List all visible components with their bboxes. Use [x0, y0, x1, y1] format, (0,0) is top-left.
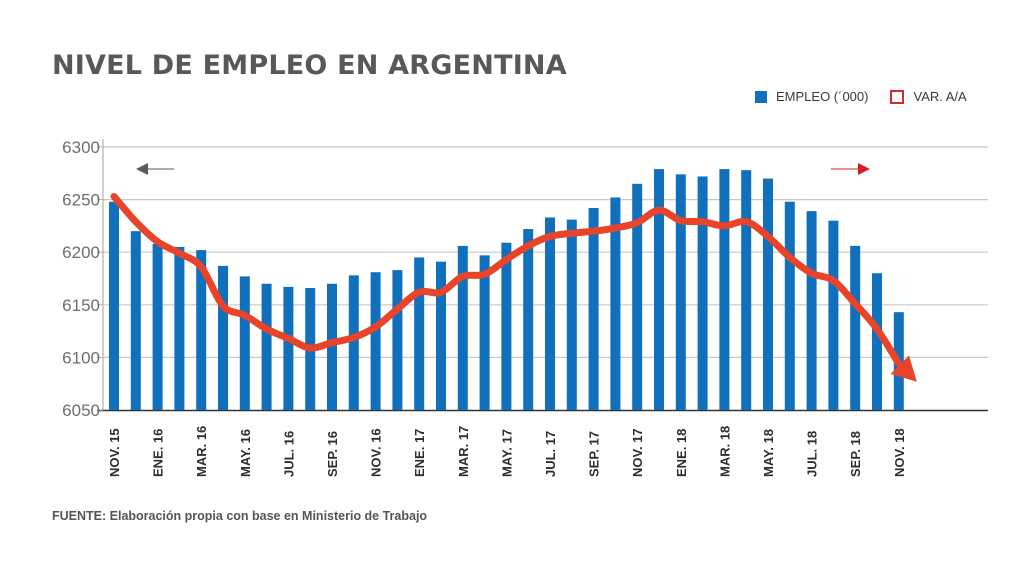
bar: [523, 229, 534, 410]
bar: [784, 201, 795, 410]
line-series: [110, 192, 917, 382]
bar: [719, 169, 730, 410]
var-aa-line: [110, 192, 909, 374]
bar: [828, 220, 839, 410]
bar: [763, 178, 773, 410]
bar: [610, 197, 621, 410]
line-arrowhead: [890, 355, 917, 382]
x-tick-label: ENE. 16: [151, 429, 166, 477]
bar: [348, 275, 359, 410]
bar: [501, 242, 512, 410]
bar: [327, 283, 337, 410]
legend-swatch-bar: [755, 90, 767, 103]
bar: [675, 174, 686, 410]
x-tick-label: MAY. 16: [238, 429, 253, 477]
y-tick-label: 6050: [62, 401, 100, 420]
x-axis-ticks: NOV. 15 ENE. 16 MAR. 16 MAY. 16 JUL. 16 SEP. …: [107, 426, 907, 477]
bar: [632, 183, 643, 410]
x-tick-label: MAY. 18: [761, 429, 776, 477]
bar: [741, 170, 752, 410]
x-tick-label: SEP. 17: [587, 431, 602, 477]
bar: [457, 245, 468, 410]
y-tick-label: 6250: [62, 191, 100, 210]
x-tick-label: ENE. 18: [674, 429, 689, 477]
x-tick-label: JUL. 17: [543, 431, 558, 477]
y-tick-label: 6200: [62, 243, 100, 262]
x-tick-label: SEP. 16: [325, 431, 340, 477]
bar: [588, 208, 599, 410]
y-tick-label: 6150: [62, 296, 100, 315]
bar: [109, 201, 119, 410]
chart-title: NIVEL DE EMPLEO EN ARGENTINA: [52, 50, 567, 81]
bar: [283, 286, 294, 410]
x-tick-label: JUL. 16: [281, 431, 296, 477]
bar: [152, 243, 163, 410]
bar: [850, 245, 861, 410]
bar: [436, 261, 446, 410]
legend-label-var: VAR. A/A: [913, 89, 967, 104]
bar: [174, 246, 185, 410]
x-tick-label: JUL. 18: [805, 431, 820, 477]
annotations: [136, 163, 870, 175]
y-axis-ticks: 6050 6100 6150 6200 6250 6300: [62, 138, 103, 420]
legend-item-empleo: EMPLEO (´000): [755, 89, 868, 104]
right-axis-arrow-icon: [831, 163, 870, 175]
source-note: FUENTE: Elaboración propia con base en M…: [52, 509, 428, 523]
x-tick-label: NOV. 16: [369, 428, 384, 477]
left-axis-arrow-icon: [136, 163, 174, 175]
bar: [545, 217, 555, 410]
x-tick-label: NOV. 18: [892, 428, 907, 477]
x-tick-label: NOV. 17: [630, 428, 645, 477]
bar: [130, 231, 141, 410]
bar: [566, 219, 577, 410]
bar: [370, 272, 381, 410]
x-tick-label: NOV. 15: [107, 428, 122, 477]
legend: EMPLEO (´000) VAR. A/A: [755, 89, 989, 104]
x-tick-label: MAY. 17: [499, 429, 514, 477]
bar: [218, 265, 228, 410]
x-tick-label: MAR. 17: [456, 426, 471, 477]
legend-item-var: VAR. A/A: [890, 89, 967, 104]
bar-series: [109, 169, 904, 410]
bar: [654, 169, 664, 410]
x-tick-label: ENE. 17: [412, 429, 427, 477]
bar: [697, 176, 708, 410]
bar: [872, 273, 882, 410]
bar: [392, 270, 403, 410]
bar: [261, 283, 272, 410]
legend-label-empleo: EMPLEO (´000): [776, 89, 869, 104]
bar: [239, 276, 250, 410]
y-tick-label: 6300: [62, 138, 100, 157]
bar: [414, 257, 425, 410]
x-tick-label: MAR. 16: [194, 426, 209, 477]
y-tick-label: 6100: [62, 348, 100, 367]
bar: [806, 211, 817, 410]
bar: [479, 255, 490, 410]
x-tick-label: MAR. 18: [717, 426, 732, 477]
x-tick-label: SEP. 18: [848, 431, 863, 477]
bar: [196, 250, 207, 410]
legend-swatch-line: [890, 89, 905, 104]
